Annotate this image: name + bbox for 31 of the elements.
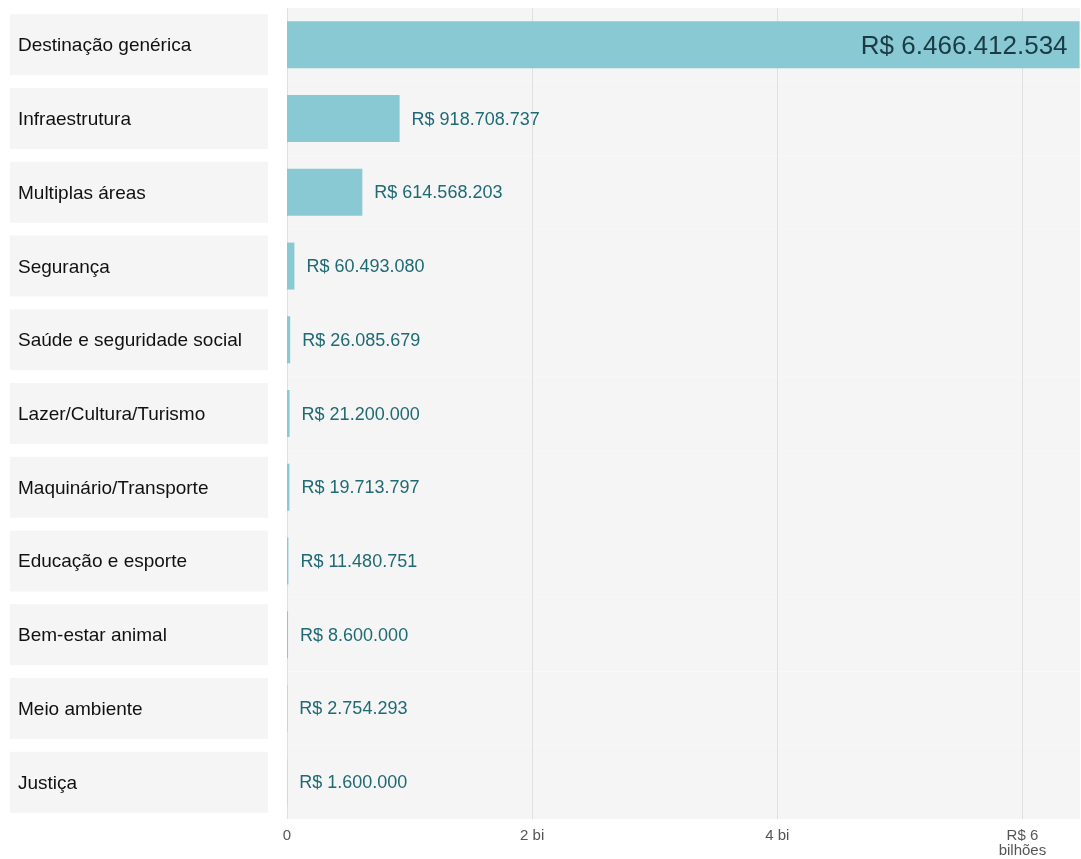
x-tick-label: 4 bi: [765, 826, 790, 843]
y-tick-label: Justiça: [18, 771, 78, 793]
bar: [287, 390, 290, 437]
y-tick-label: Lazer/Cultura/Turismo: [18, 403, 206, 424]
y-tick-label: Educação e esporte: [18, 550, 188, 572]
data-label: R$ 8.600.000: [300, 624, 409, 645]
data-label: R$ 1.600.000: [299, 772, 408, 793]
y-tick-label: Meio ambiente: [18, 697, 143, 719]
y-tick-label: Saúde e seguridade social: [18, 329, 242, 351]
y-tick-label: Destinação genérica: [18, 34, 192, 56]
y-tick-label: Infraestrutura: [18, 108, 132, 130]
y-tick-label: Segurança: [18, 255, 111, 277]
data-label: R$ 11.480.751: [300, 550, 418, 571]
bar: [287, 95, 400, 143]
data-label: R$ 6.466.412.534: [860, 29, 1068, 60]
y-tick-label: Multiplas áreas: [18, 181, 146, 203]
bar: [287, 316, 291, 364]
x-tick-label: 2 bi: [520, 826, 545, 843]
y-tick-label: Bem-estar animal: [18, 624, 167, 646]
bar: [287, 168, 363, 216]
data-label: R$ 26.085.679: [302, 329, 421, 350]
x-tick-label: R$ 6 bilhões: [998, 826, 1047, 858]
data-label: R$ 21.200.000: [301, 403, 420, 424]
data-label: R$ 614.568.203: [374, 182, 503, 203]
data-label: R$ 19.713.797: [301, 477, 420, 498]
bar: [287, 242, 295, 290]
y-tick-label: Maquinário/Transporte: [18, 476, 209, 498]
data-label: R$ 2.754.293: [299, 698, 408, 719]
x-tick-label: 0: [282, 826, 292, 843]
data-label: R$ 918.708.737: [411, 108, 540, 129]
data-label: R$ 60.493.080: [306, 256, 425, 277]
